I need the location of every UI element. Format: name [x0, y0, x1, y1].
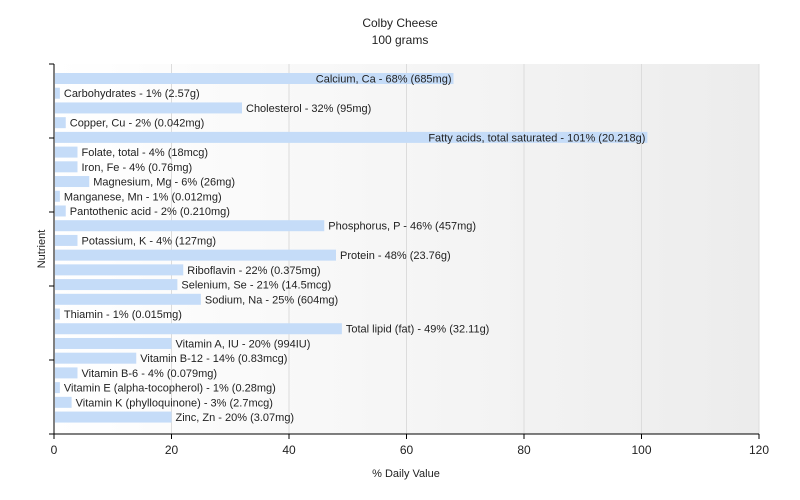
bar-label: Fatty acids, total saturated - 101% (20.…: [428, 132, 645, 144]
bar-label: Carbohydrates - 1% (2.57g): [64, 88, 200, 100]
bar: [55, 264, 184, 276]
chart-subtitle: 100 grams: [372, 33, 429, 47]
bar-label: Vitamin A, IU - 20% (994IU): [176, 338, 311, 350]
x-tick-label: 20: [165, 443, 179, 457]
bar-label: Magnesium, Mg - 6% (26mg): [93, 177, 235, 189]
y-axis-title: Nutrient: [36, 230, 48, 269]
bar: [55, 73, 454, 84]
bar: [55, 190, 60, 202]
x-tick-label: 120: [749, 443, 769, 457]
bar-label: Manganese, Mn - 1% (0.012mg): [64, 191, 222, 203]
bar: [55, 146, 78, 158]
y-axis-ticks: [49, 63, 54, 435]
bar: [55, 367, 78, 379]
bar: [55, 220, 325, 232]
x-tick-label: 40: [282, 443, 296, 457]
bar-label: Pantothenic acid - 2% (0.210mg): [70, 206, 230, 218]
x-axis-ticks: 0 20 40 60 80 100 120: [51, 434, 769, 457]
bar: [55, 87, 60, 99]
bar: [55, 131, 648, 143]
bar: [55, 382, 60, 394]
bar: [55, 279, 178, 291]
bar-label: Zinc, Zn - 20% (3.07mg): [176, 412, 295, 424]
bar: [55, 308, 60, 320]
x-tick-label: 0: [51, 443, 58, 457]
bar: [55, 161, 78, 173]
bar: [55, 234, 78, 246]
x-axis-title: % Daily Value: [372, 468, 440, 480]
bar-label: Protein - 48% (23.76g): [340, 250, 451, 262]
bar-label: Folate, total - 4% (18mcg): [82, 147, 209, 159]
bar: [55, 293, 201, 305]
bar-label: Calcium, Ca - 68% (685mg): [316, 74, 452, 86]
bar-label: Selenium, Se - 21% (14.5mcg): [181, 280, 331, 292]
bars: [55, 73, 648, 423]
bar-label: Total lipid (fat) - 49% (32.11g): [346, 324, 489, 336]
bar: [55, 102, 242, 114]
bar-label: Vitamin B-6 - 4% (0.079mg): [82, 368, 218, 380]
bar-label: Thiamin - 1% (0.015mg): [64, 309, 182, 321]
x-tick-label: 80: [517, 443, 531, 457]
grid-lines: [171, 64, 760, 434]
chart-title: Colby Cheese: [362, 16, 438, 30]
bar-label: Riboflavin - 22% (0.375mg): [187, 265, 320, 277]
bar-label: Vitamin B-12 - 14% (0.83mcg): [140, 353, 287, 365]
bar-label: Copper, Cu - 2% (0.042mg): [70, 118, 205, 130]
bar: [55, 411, 172, 423]
bar: [55, 352, 137, 364]
bar: [55, 323, 342, 335]
bar-label: Vitamin E (alpha-tocopherol) - 1% (0.28m…: [64, 383, 276, 395]
x-tick-label: 60: [400, 443, 414, 457]
bar-label: Sodium, Na - 25% (604mg): [205, 294, 338, 306]
bar-labels: Calcium, Ca - 68% (685mg) Carbohydrates -…: [64, 74, 646, 425]
bar-label: Iron, Fe - 4% (0.76mg): [82, 162, 193, 174]
bar-label: Potassium, K - 4% (127mg): [82, 235, 217, 247]
bar: [55, 205, 66, 217]
bar: [55, 176, 90, 188]
bar: [55, 396, 72, 408]
bar: [55, 249, 336, 261]
bar: [55, 117, 66, 129]
bar-label: Phosphorus, P - 46% (457mg): [328, 221, 476, 233]
bar: [55, 337, 172, 349]
bar-label: Cholesterol - 32% (95mg): [246, 103, 371, 115]
x-tick-label: 100: [631, 443, 651, 457]
bar-label: Vitamin K (phylloquinone) - 3% (2.7mcg): [76, 397, 273, 409]
